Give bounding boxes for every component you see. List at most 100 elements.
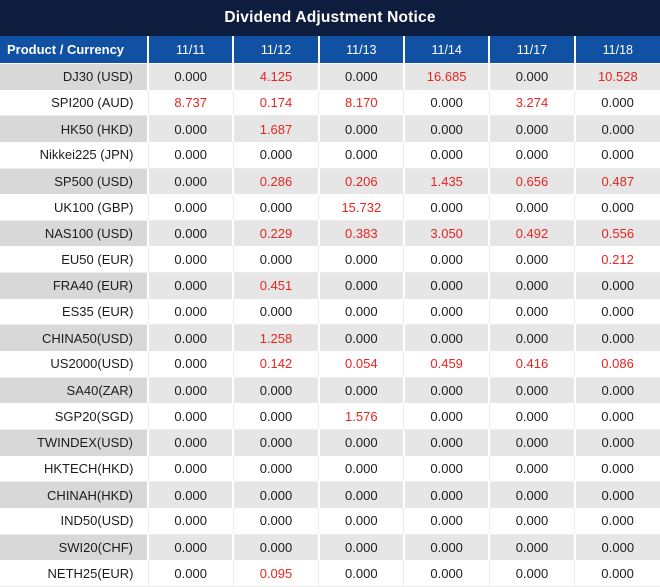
column-header-date: 11/18 (574, 36, 660, 64)
value-cell: 8.170 (318, 89, 405, 117)
value-cell: 0.000 (574, 560, 660, 587)
value-cell: 0.000 (318, 272, 405, 299)
value-cell: 0.000 (318, 298, 405, 326)
value-cell: 3.274 (489, 89, 576, 117)
value-cell: 0.000 (489, 246, 576, 274)
value-cell: 0.000 (148, 272, 235, 299)
value-cell: 0.000 (489, 194, 576, 221)
table-row: HKTECH(HKD) 0.000 0.000 0.000 0.000 0.000 0.00… (0, 455, 660, 483)
product-cell: HK50 (HKD) (0, 115, 149, 142)
value-cell: 0.000 (148, 534, 235, 561)
value-cell: 0.000 (403, 194, 490, 221)
table-row: IND50(USD) 0.000 0.000 0.000 0.000 0.000 0.000 (0, 507, 660, 535)
column-header-date: 11/13 (318, 36, 405, 64)
table-row: HK50 (HKD) 0.000 1.687 0.000 0.000 0.000 0.000 (0, 115, 660, 142)
table-row: SPI200 (AUD) 8.737 0.174 8.170 0.000 3.274 0.0… (0, 89, 660, 117)
value-cell: 0.000 (403, 403, 490, 430)
value-cell: 0.000 (148, 507, 234, 535)
value-cell: 0.000 (318, 481, 405, 508)
column-header-date: 11/14 (403, 36, 491, 64)
value-cell: 0.000 (148, 324, 235, 352)
value-cell: 0.000 (233, 534, 320, 561)
value-cell: 0.142 (233, 351, 320, 378)
value-cell: 0.000 (318, 507, 405, 535)
table-row: Nikkei225 (JPN) 0.000 0.000 0.000 0.000 0.000… (0, 141, 660, 169)
value-cell: 1.435 (403, 168, 491, 195)
column-header-date: 11/12 (233, 36, 320, 64)
value-cell: 0.000 (148, 246, 234, 274)
value-cell: 0.000 (148, 351, 234, 378)
product-cell: SPI200 (AUD) (0, 89, 149, 117)
value-cell: 0.000 (233, 194, 320, 221)
value-cell: 0.000 (574, 455, 660, 483)
product-cell: CHINA50(USD) (0, 324, 149, 352)
value-cell: 0.000 (403, 507, 490, 535)
value-cell: 0.000 (233, 141, 320, 169)
value-cell: 0.000 (233, 403, 320, 430)
table-row: UK100 (GBP) 0.000 0.000 15.732 0.000 0.000 0.0… (0, 194, 660, 221)
product-cell: Nikkei225 (JPN) (0, 141, 149, 169)
product-cell: SGP20(SGD) (0, 403, 149, 430)
value-cell: 0.000 (233, 246, 320, 274)
value-cell: 0.000 (233, 481, 320, 508)
value-cell: 1.576 (318, 403, 405, 430)
value-cell: 1.258 (233, 324, 320, 352)
product-cell: FRA40 (EUR) (0, 272, 149, 299)
value-cell: 0.000 (489, 481, 576, 508)
value-cell: 0.416 (489, 351, 576, 378)
value-cell: 0.000 (233, 429, 320, 456)
table-row: EU50 (EUR) 0.000 0.000 0.000 0.000 0.000 0.212 (0, 246, 660, 274)
product-cell: CHINAH(HKD) (0, 481, 149, 508)
table-row: SWI20(CHF) 0.000 0.000 0.000 0.000 0.000 0.000 (0, 534, 660, 561)
table-row: SGP20(SGD) 0.000 0.000 1.576 0.000 0.000 0.000 (0, 403, 660, 430)
value-cell: 0.000 (403, 429, 491, 456)
table-row: SA40(ZAR) 0.000 0.000 0.000 0.000 0.000 0.000 (0, 377, 660, 404)
value-cell: 0.000 (574, 194, 660, 221)
value-cell: 0.000 (148, 403, 234, 430)
table-row: US2000(USD) 0.000 0.142 0.054 0.459 0.416 0.08… (0, 351, 660, 378)
value-cell: 0.000 (148, 141, 234, 169)
value-cell: 0.000 (489, 377, 576, 404)
value-cell: 0.000 (489, 324, 576, 352)
value-cell: 0.000 (403, 272, 491, 299)
value-cell: 0.000 (318, 324, 405, 352)
value-cell: 0.054 (318, 351, 405, 378)
product-cell: US2000(USD) (0, 351, 149, 378)
value-cell: 0.000 (574, 377, 660, 404)
value-cell: 0.487 (574, 168, 660, 195)
value-cell: 0.000 (403, 377, 491, 404)
value-cell: 0.000 (574, 324, 660, 352)
table-row: NETH25(EUR) 0.000 0.095 0.000 0.000 0.000 0.00… (0, 560, 660, 587)
value-cell: 0.000 (148, 455, 234, 483)
value-cell: 0.451 (233, 272, 320, 299)
table-row: DJ30 (USD) 0.000 4.125 0.000 16.685 0.000 10.5… (0, 63, 660, 90)
dividend-table: Product / Currency 11/11 11/12 11/13 11/14 11… (0, 36, 660, 587)
value-cell: 0.000 (233, 377, 320, 404)
value-cell: 0.000 (574, 507, 660, 535)
value-cell: 0.000 (148, 168, 235, 195)
value-cell: 0.000 (403, 534, 491, 561)
value-cell: 0.000 (403, 324, 491, 352)
value-cell: 0.383 (318, 220, 405, 247)
header-row: Product / Currency 11/11 11/12 11/13 11/14 11… (0, 36, 660, 64)
value-cell: 0.000 (403, 298, 490, 326)
product-cell: UK100 (GBP) (0, 194, 149, 221)
value-cell: 0.000 (489, 403, 576, 430)
value-cell: 0.000 (318, 63, 405, 90)
value-cell: 0.000 (318, 246, 405, 274)
value-cell: 1.687 (233, 115, 320, 142)
value-cell: 0.000 (489, 507, 576, 535)
value-cell: 0.000 (148, 298, 234, 326)
table-row: NAS100 (USD) 0.000 0.229 0.383 3.050 0.492 0.5… (0, 220, 660, 247)
value-cell: 0.492 (489, 220, 576, 247)
value-cell: 0.086 (574, 351, 660, 378)
product-cell: NAS100 (USD) (0, 220, 149, 247)
table-header: Product / Currency 11/11 11/12 11/13 11/14 11… (0, 36, 660, 64)
value-cell: 0.000 (233, 507, 320, 535)
value-cell: 8.737 (148, 89, 234, 117)
value-cell: 0.000 (403, 115, 491, 142)
value-cell: 0.000 (318, 560, 405, 587)
value-cell: 0.000 (148, 481, 235, 508)
value-cell: 0.459 (403, 351, 490, 378)
value-cell: 0.000 (574, 298, 660, 326)
